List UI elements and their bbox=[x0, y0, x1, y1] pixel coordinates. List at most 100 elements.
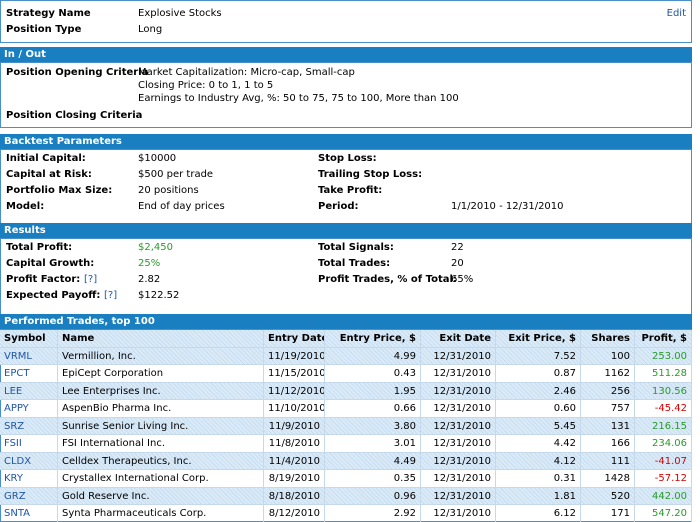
table-cell: 12/31/2010 bbox=[421, 382, 496, 400]
table-cell: 547.20 bbox=[635, 505, 692, 522]
field-value: 2.82 bbox=[138, 274, 161, 285]
table-cell: 130.56 bbox=[635, 382, 692, 400]
criteria-line: Closing Price: 0 to 1, 1 to 5 bbox=[138, 80, 274, 91]
field-label: Profit Trades, % of Total: bbox=[318, 274, 457, 285]
table-cell: 4.49 bbox=[325, 452, 421, 470]
field-value: Explosive Stocks bbox=[138, 8, 222, 19]
field-label: Position Closing Criteria bbox=[6, 110, 143, 121]
table-cell: -41.07 bbox=[635, 452, 692, 470]
table-cell[interactable]: FSII bbox=[0, 435, 58, 453]
table-cell[interactable]: APPY bbox=[0, 400, 58, 418]
field-label: Total Signals: bbox=[318, 242, 394, 253]
table-cell: 8/12/2010 bbox=[264, 505, 325, 522]
table-cell: 3.01 bbox=[325, 435, 421, 453]
table-cell: -45.42 bbox=[635, 400, 692, 418]
table-cell: 256 bbox=[581, 382, 635, 400]
table-cell: 0.43 bbox=[325, 365, 421, 383]
field-value: $500 per trade bbox=[138, 169, 214, 180]
table-cell: 166 bbox=[581, 435, 635, 453]
table-cell: 12/31/2010 bbox=[421, 400, 496, 418]
table-cell: 100 bbox=[581, 347, 635, 365]
table-cell: 0.66 bbox=[325, 400, 421, 418]
column-header: Profit, $ bbox=[635, 330, 692, 348]
edit-link[interactable]: Edit bbox=[666, 8, 686, 19]
table-cell: 3.80 bbox=[325, 417, 421, 435]
help-link[interactable]: [?] bbox=[84, 274, 98, 285]
field-label: Initial Capital: bbox=[6, 153, 86, 164]
table-cell: 11/9/2010 bbox=[264, 417, 325, 435]
field-label: Capital Growth: bbox=[6, 258, 95, 269]
table-cell: 253.00 bbox=[635, 347, 692, 365]
table-cell: 131 bbox=[581, 417, 635, 435]
field-value: Long bbox=[138, 24, 163, 35]
section-header: In / Out bbox=[0, 47, 692, 63]
column-header: Entry Date bbox=[264, 330, 325, 348]
field-label: Position Opening Criteria bbox=[6, 67, 149, 78]
table-cell: 234.06 bbox=[635, 435, 692, 453]
table-cell: 4.12 bbox=[496, 452, 581, 470]
table-cell: 1.81 bbox=[496, 487, 581, 505]
table-cell: Celldex Therapeutics, Inc. bbox=[58, 452, 264, 470]
table-cell: 5.45 bbox=[496, 417, 581, 435]
table-cell: 11/8/2010 bbox=[264, 435, 325, 453]
table-cell: 6.12 bbox=[496, 505, 581, 522]
table-cell: 2.92 bbox=[325, 505, 421, 522]
table-cell[interactable]: SRZ bbox=[0, 417, 58, 435]
table-cell: -57.12 bbox=[635, 470, 692, 488]
table-cell[interactable]: VRML bbox=[0, 347, 58, 365]
table-cell: FSI International Inc. bbox=[58, 435, 264, 453]
table-cell: 12/31/2010 bbox=[421, 435, 496, 453]
field-value: 1/1/2010 - 12/31/2010 bbox=[451, 201, 564, 212]
field-value: 25% bbox=[138, 258, 161, 269]
table-cell: 171 bbox=[581, 505, 635, 522]
field-value: 20 positions bbox=[138, 185, 199, 196]
table-cell: 0.87 bbox=[496, 365, 581, 383]
table-cell: 0.60 bbox=[496, 400, 581, 418]
strategy-box bbox=[0, 0, 692, 43]
table-cell: 4.99 bbox=[325, 347, 421, 365]
field-value: 22 bbox=[451, 242, 464, 253]
table-cell: 4.42 bbox=[496, 435, 581, 453]
field-label: Strategy Name bbox=[6, 8, 91, 19]
field-value: $10000 bbox=[138, 153, 177, 164]
table-cell: 1.95 bbox=[325, 382, 421, 400]
table-cell: 12/31/2010 bbox=[421, 505, 496, 522]
section-header: Performed Trades, top 100 bbox=[0, 314, 692, 330]
column-header: Name bbox=[58, 330, 264, 348]
help-link[interactable]: [?] bbox=[104, 290, 118, 301]
field-label: Stop Loss: bbox=[318, 153, 377, 164]
table-cell: 11/19/2010 bbox=[264, 347, 325, 365]
field-value: $122.52 bbox=[138, 290, 180, 301]
table-cell: 520 bbox=[581, 487, 635, 505]
column-header: Exit Date bbox=[421, 330, 496, 348]
table-cell[interactable]: KRY bbox=[0, 470, 58, 488]
field-value: 20 bbox=[451, 258, 464, 269]
table-cell: 0.96 bbox=[325, 487, 421, 505]
table-cell: 11/4/2010 bbox=[264, 452, 325, 470]
table-cell: 1162 bbox=[581, 365, 635, 383]
field-label: Trailing Stop Loss: bbox=[318, 169, 423, 180]
table-cell: 8/19/2010 bbox=[264, 470, 325, 488]
criteria-line: Earnings to Industry Avg, %: 50 to 75, 7… bbox=[138, 93, 459, 104]
table-cell: Crystallex International Corp. bbox=[58, 470, 264, 488]
table-cell: Vermillion, Inc. bbox=[58, 347, 264, 365]
table-cell: 12/31/2010 bbox=[421, 365, 496, 383]
table-cell: 0.31 bbox=[496, 470, 581, 488]
table-cell: 12/31/2010 bbox=[421, 417, 496, 435]
table-cell: 111 bbox=[581, 452, 635, 470]
field-label: Portfolio Max Size: bbox=[6, 185, 113, 196]
table-cell: 216.15 bbox=[635, 417, 692, 435]
table-cell[interactable]: GRZ bbox=[0, 487, 58, 505]
column-header: Exit Price, $ bbox=[496, 330, 581, 348]
table-cell[interactable]: EPCT bbox=[0, 365, 58, 383]
column-header: Symbol bbox=[0, 330, 58, 348]
table-cell: Gold Reserve Inc. bbox=[58, 487, 264, 505]
table-cell[interactable]: CLDX bbox=[0, 452, 58, 470]
table-cell[interactable]: LEE bbox=[0, 382, 58, 400]
table-cell: 7.52 bbox=[496, 347, 581, 365]
table-cell[interactable]: SNTA bbox=[0, 505, 58, 522]
table-cell: AspenBio Pharma Inc. bbox=[58, 400, 264, 418]
table-cell: Sunrise Senior Living Inc. bbox=[58, 417, 264, 435]
table-cell: 757 bbox=[581, 400, 635, 418]
field-label: Total Profit: bbox=[6, 242, 73, 253]
